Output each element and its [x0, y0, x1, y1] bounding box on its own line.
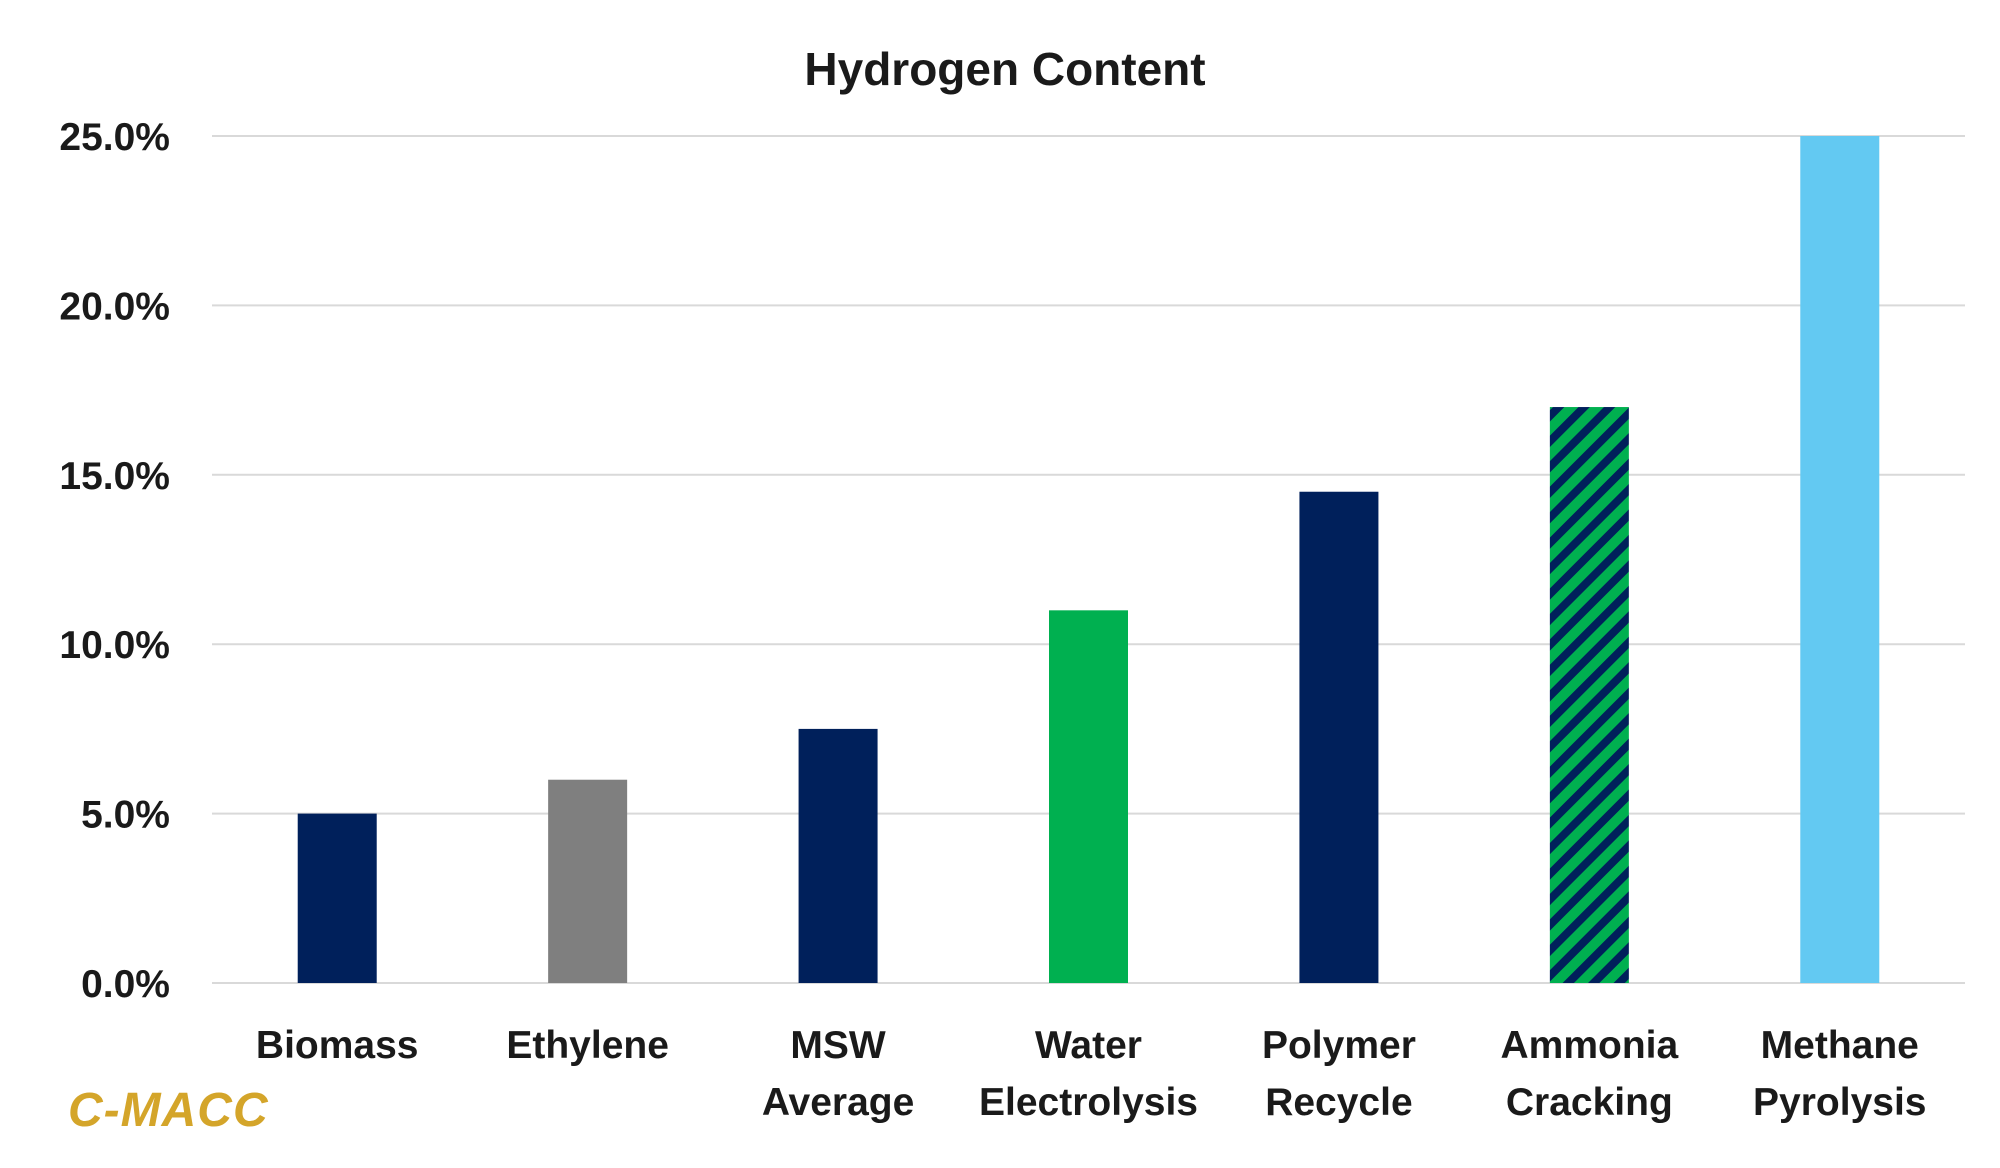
y-tick-label: 15.0%	[59, 455, 170, 498]
x-category-label: Average	[762, 1081, 914, 1124]
x-category-label: Polymer	[1262, 1024, 1416, 1067]
x-category-label: Water	[1035, 1024, 1142, 1067]
bar	[1549, 407, 1629, 983]
y-tick-label: 20.0%	[59, 285, 170, 328]
x-category-label: Biomass	[256, 1024, 419, 1067]
y-tick-label: 5.0%	[81, 794, 170, 837]
bar	[798, 728, 878, 983]
x-category-label: Ammonia	[1501, 1024, 1679, 1067]
bar	[1299, 491, 1379, 983]
watermark-logo: C-MACC	[68, 1084, 269, 1137]
chart-title: Hydrogen Content	[804, 43, 1205, 95]
bar	[1049, 610, 1128, 983]
y-tick-label: 25.0%	[59, 116, 170, 159]
x-category-label: Pyrolysis	[1753, 1081, 1926, 1124]
x-category-label: Electrolysis	[979, 1081, 1198, 1124]
y-tick-label: 10.0%	[59, 624, 170, 667]
y-axis-ticks: 0.0% 5.0% 10.0% 15.0% 20.0% 25.0%	[59, 116, 170, 1006]
x-category-label: Methane	[1761, 1024, 1919, 1067]
bar	[1800, 136, 1880, 983]
bar	[297, 813, 377, 983]
x-axis-labels: Biomass Ethylene MSW Average Water Electrolys…	[256, 1024, 1927, 1124]
x-category-label: MSW	[790, 1024, 886, 1067]
x-category-label: Ethylene	[506, 1024, 669, 1067]
x-category-label: Cracking	[1506, 1081, 1673, 1124]
y-tick-label: 0.0%	[81, 963, 170, 1006]
bar	[548, 779, 628, 983]
bars	[297, 136, 1880, 983]
x-category-label: Recycle	[1265, 1081, 1412, 1124]
